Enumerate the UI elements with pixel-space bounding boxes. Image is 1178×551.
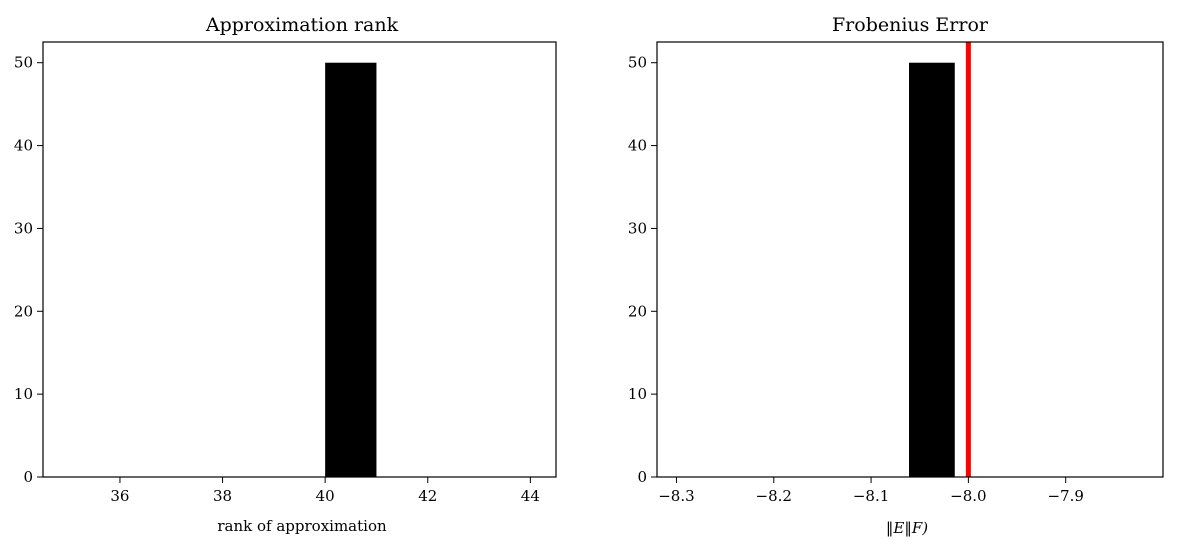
chart-error-yticks: 0 10 20 30 40 50 — [628, 54, 657, 486]
chart-rank-ytick-label: 30 — [14, 219, 33, 237]
chart-error-xtick-label: −8.0 — [950, 487, 986, 505]
chart-rank-yticks: 0 10 20 30 40 50 — [14, 54, 43, 486]
chart-rank-xtick-label: 36 — [110, 487, 129, 505]
chart-error-xticks: −8.3 −8.2 −8.1 −8.0 −7.9 — [658, 477, 1084, 505]
chart-error-bars — [657, 62, 1163, 478]
chart-error-ytick-label: 40 — [628, 137, 647, 155]
chart-rank-xtick-label: 38 — [213, 487, 232, 505]
chart-rank-ytick-label: 0 — [23, 468, 33, 486]
chart-error-ytick-label: 0 — [637, 468, 647, 486]
chart-rank-ytick-label: 50 — [14, 54, 33, 72]
chart-error-xtick-label: −8.2 — [756, 487, 792, 505]
chart-rank-frame — [42, 41, 557, 478]
chart-error-xtick-label: −8.3 — [658, 487, 694, 505]
chart-error-bar — [909, 62, 955, 477]
chart-rank: Approximation rank 36 38 40 42 44 0 10 20 30 40 5… — [14, 14, 557, 535]
chart-rank-bars — [43, 62, 556, 478]
chart-rank-title: Approximation rank — [205, 14, 399, 36]
chart-rank-bar — [325, 62, 377, 477]
chart-error-title: Frobenius Error — [832, 14, 989, 36]
chart-rank-xtick-label: 42 — [418, 487, 437, 505]
chart-error-frame — [656, 41, 1164, 478]
chart-error-ytick-label: 20 — [628, 302, 647, 320]
chart-rank-ytick-label: 20 — [14, 302, 33, 320]
chart-error-xlabel: ‖E‖F) — [886, 519, 928, 537]
chart-error-xtick-label: −8.1 — [853, 487, 889, 505]
chart-rank-xtick-label: 40 — [316, 487, 335, 505]
chart-rank-xtick-label: 44 — [521, 487, 540, 505]
chart-error: Frobenius Error −8.3 −8.2 −8.1 −8.0 −7.9 0 10… — [628, 14, 1164, 537]
chart-rank-xlabel: rank of approximation — [217, 517, 387, 535]
chart-error-ytick-label: 10 — [628, 385, 647, 403]
chart-error-ytick-label: 30 — [628, 219, 647, 237]
chart-rank-ytick-label: 40 — [14, 137, 33, 155]
chart-error-xtick-label: −7.9 — [1047, 487, 1083, 505]
chart-rank-ytick-label: 10 — [14, 385, 33, 403]
chart-error-ytick-label: 50 — [628, 54, 647, 72]
chart-rank-xticks: 36 38 40 42 44 — [110, 477, 540, 505]
